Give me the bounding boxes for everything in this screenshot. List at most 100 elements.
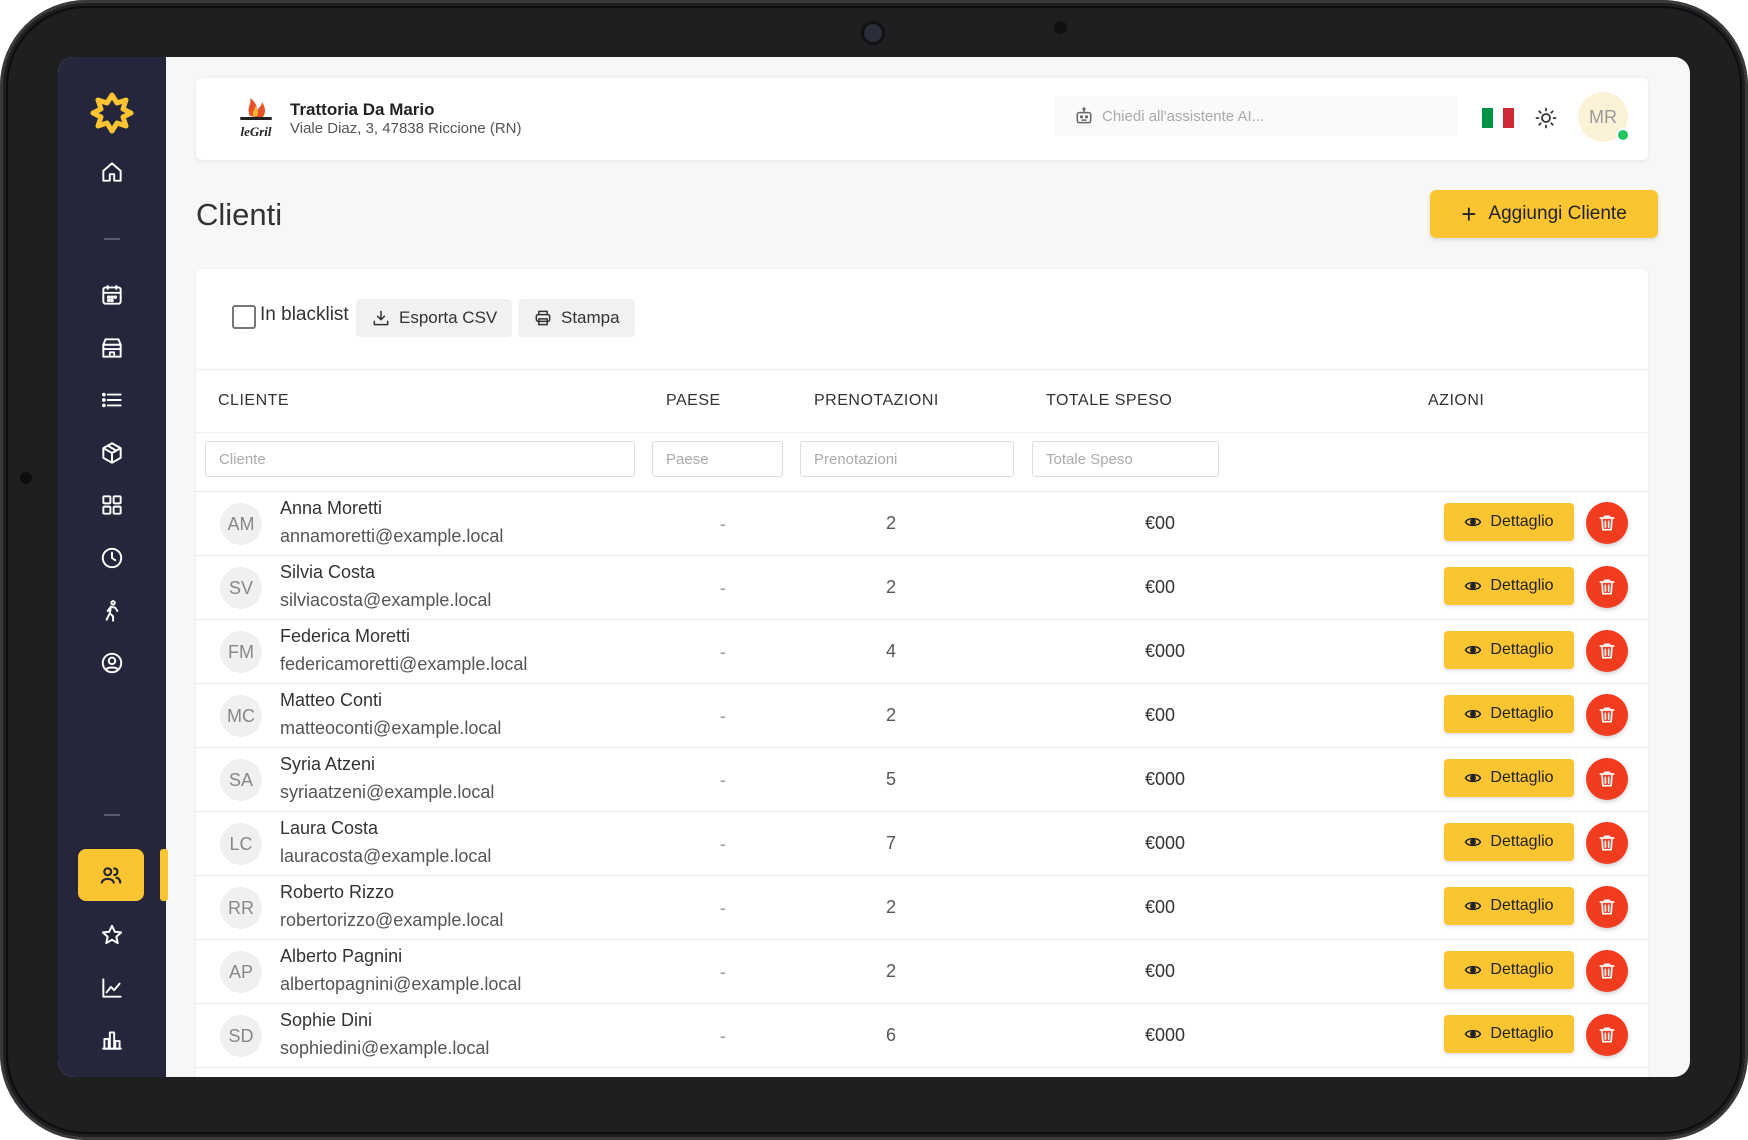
delete-button[interactable] [1586,822,1628,864]
ai-assistant-box[interactable] [1054,96,1459,136]
customer-paese: - [720,770,726,790]
eye-icon [1465,645,1482,655]
delete-button[interactable] [1586,694,1628,736]
column-cliente[interactable]: CLIENTE [218,392,290,409]
blacklist-checkbox[interactable] [232,305,256,329]
detail-button[interactable]: Dettaglio [1444,631,1574,669]
eye-icon [1465,517,1482,527]
users-icon[interactable] [78,849,144,901]
delete-button[interactable] [1586,886,1628,928]
detail-button[interactable]: Dettaglio [1444,503,1574,541]
customer-avatar: AM [220,503,262,545]
home-icon[interactable] [86,149,138,195]
box-icon[interactable] [86,430,138,476]
delete-button[interactable] [1586,502,1628,544]
table-row[interactable]: AP Alberto Pagnini albertopagnini@exampl… [196,940,1648,1004]
customer-prenotazioni: 7 [886,833,897,853]
app-screen: leGril Trattoria Da Mario Viale Diaz, 3,… [58,57,1690,1077]
table-row[interactable]: RR Roberto Rizzo robertorizzo@example.lo… [196,876,1648,940]
clock-icon[interactable] [86,535,138,581]
walk-icon[interactable] [86,588,138,634]
grid-icon[interactable] [86,482,138,528]
detail-button[interactable]: Dettaglio [1444,759,1574,797]
customer-email: syriaatzeni@example.local [280,782,495,802]
table-row[interactable]: LC Laura Costa lauracosta@example.local … [196,812,1648,876]
column-prenotazioni[interactable]: PRENOTAZIONI [814,392,939,409]
app-logo-icon[interactable] [90,91,134,135]
blacklist-label[interactable]: In blacklist [260,304,349,325]
filter-cliente-input[interactable] [205,441,635,477]
filter-paese-input[interactable] [652,441,783,477]
delete-button[interactable] [1586,950,1628,992]
page-title: Clienti [196,197,283,232]
line-chart-icon[interactable] [86,965,138,1011]
table-row[interactable]: MC Matteo Conti matteoconti@example.loca… [196,684,1648,748]
detail-button[interactable]: Dettaglio [1444,1015,1574,1053]
detail-label: Dettaglio [1490,641,1554,658]
detail-label: Dettaglio [1490,577,1554,594]
user-circle-icon[interactable] [86,640,138,686]
table-row[interactable]: SA Syria Atzeni syriaatzeni@example.loca… [196,748,1648,812]
table-header: CLIENTE PAESE PRENOTAZIONI TOTALE SPESO … [196,370,1648,433]
table-row[interactable]: FM Federica Moretti federicamoretti@exam… [196,620,1648,684]
delete-button[interactable] [1586,758,1628,800]
filter-prenotazioni-input[interactable] [800,441,1014,477]
plus-icon: + [1461,199,1477,229]
delete-button[interactable] [1586,1014,1628,1056]
trash-icon [1599,771,1615,787]
table-row[interactable]: SD Sophie Dini sophiedini@example.local … [196,1004,1648,1068]
printer-icon [535,310,551,326]
print-button[interactable]: Stampa [518,299,635,337]
active-indicator [160,849,168,901]
robot-icon [1076,107,1092,124]
customer-avatar: MC [220,695,262,737]
delete-button[interactable] [1586,630,1628,672]
customer-email: sophiedini@example.local [280,1038,490,1058]
table-row[interactable]: AM Anna Moretti annamoretti@example.loca… [196,492,1648,556]
table-row[interactable]: SV Silvia Costa silviacosta@example.loca… [196,556,1648,620]
detail-button[interactable]: Dettaglio [1444,695,1574,733]
print-label: Stampa [561,308,620,327]
ai-assistant-input[interactable] [1100,106,1444,126]
filter-totale-input[interactable] [1032,441,1219,477]
eye-icon [1465,1029,1482,1039]
star-icon[interactable] [86,912,138,958]
detail-label: Dettaglio [1490,513,1554,530]
download-icon [373,310,389,326]
customer-email: albertopagnini@example.local [280,974,522,994]
customer-avatar: SD [220,1015,262,1057]
list-icon[interactable] [86,377,138,423]
detail-button[interactable]: Dettaglio [1444,951,1574,989]
detail-label: Dettaglio [1490,1025,1554,1042]
calendar-icon[interactable] [86,272,138,318]
add-customer-label: Aggiungi Cliente [1488,203,1627,224]
customer-paese: - [720,834,726,854]
camera-icon [864,24,882,42]
column-totale-speso[interactable]: TOTALE SPESO [1046,392,1173,409]
detail-button[interactable]: Dettaglio [1444,823,1574,861]
customer-name: Sophie Dini [280,1010,373,1030]
italian-flag-icon[interactable] [1482,108,1515,128]
customer-email: robertorizzo@example.local [280,910,504,930]
customer-email: matteoconti@example.local [280,718,502,738]
trash-icon [1599,899,1615,915]
table-body: AM Anna Moretti annamoretti@example.loca… [196,492,1648,1068]
sun-icon[interactable] [1528,100,1564,136]
detail-button[interactable]: Dettaglio [1444,887,1574,925]
add-customer-button[interactable]: + Aggiungi Cliente [1430,190,1658,238]
customer-prenotazioni: 2 [886,513,897,533]
detail-label: Dettaglio [1490,961,1554,978]
side-sensor [20,472,32,484]
trash-icon [1599,515,1615,531]
detail-button[interactable]: Dettaglio [1444,567,1574,605]
bar-chart-icon[interactable] [86,1017,138,1063]
store-icon[interactable] [86,325,138,371]
customer-paese: - [720,514,726,534]
customer-email: silviacosta@example.local [280,590,492,610]
export-csv-button[interactable]: Esporta CSV [356,299,513,337]
customer-paese: - [720,642,726,662]
delete-button[interactable] [1586,566,1628,608]
column-paese[interactable]: PAESE [666,392,721,409]
detail-label: Dettaglio [1490,769,1554,786]
customer-paese: - [720,1026,726,1046]
